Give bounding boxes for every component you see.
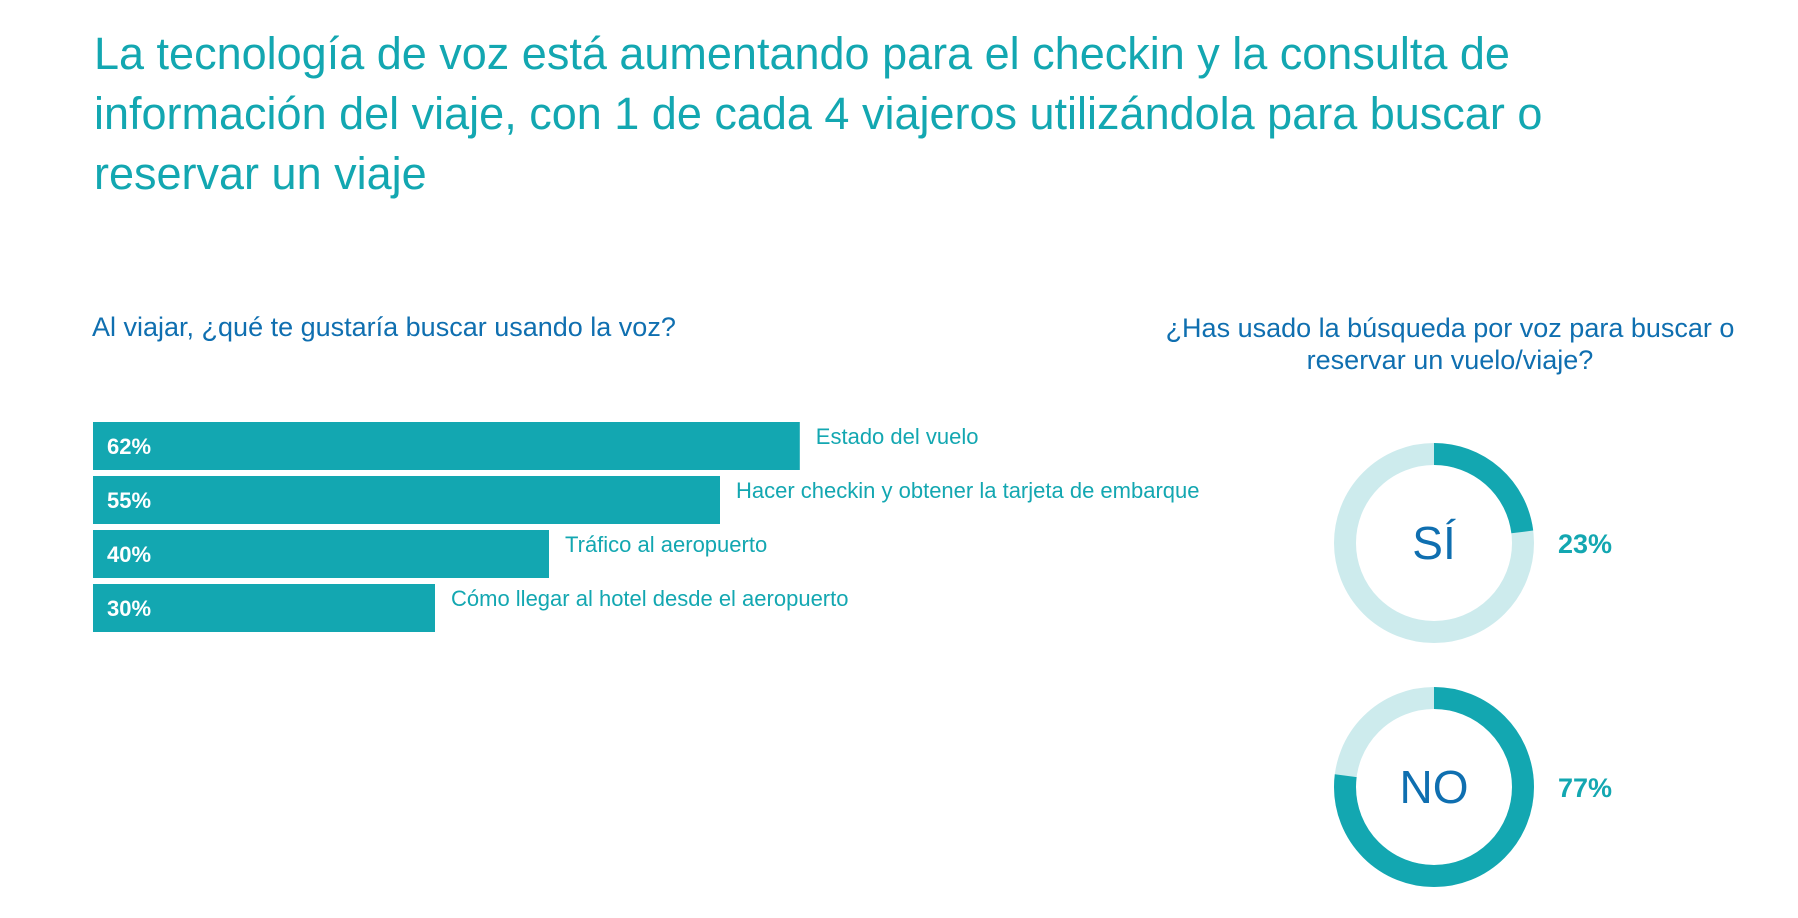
donut-chart-title: ¿Has usado la búsqueda por voz para busc…	[1165, 313, 1735, 375]
page-title: La tecnología de voz está aumentando par…	[94, 28, 1543, 199]
bar-category-label: Hacer checkin y obtener la tarjeta de em…	[736, 478, 1199, 503]
bar-2	[93, 476, 720, 524]
bar-value-label: 40%	[107, 542, 151, 567]
donut-center-label: SÍ	[1412, 517, 1456, 569]
bar-category-label: Cómo llegar al hotel desde el aeropuerto	[451, 586, 848, 611]
bar-value-label: 62%	[107, 434, 151, 459]
donut-slice-1	[1334, 443, 1534, 643]
bar-1	[93, 422, 800, 470]
donut-percent-label: 77%	[1558, 773, 1612, 803]
bar-value-label: 55%	[107, 488, 151, 513]
bar-3	[93, 530, 549, 578]
bar-4	[93, 584, 435, 632]
donut-slice-2	[1334, 687, 1534, 887]
bar-category-label: Estado del vuelo	[816, 424, 979, 449]
bar-chart-title: Al viajar, ¿qué te gustaría buscar usand…	[92, 312, 676, 342]
bar-value-label: 30%	[107, 596, 151, 621]
bar-category-label: Tráfico al aeropuerto	[565, 532, 767, 557]
donut-center-label: NO	[1400, 761, 1469, 813]
donut-percent-label: 23%	[1558, 529, 1612, 559]
